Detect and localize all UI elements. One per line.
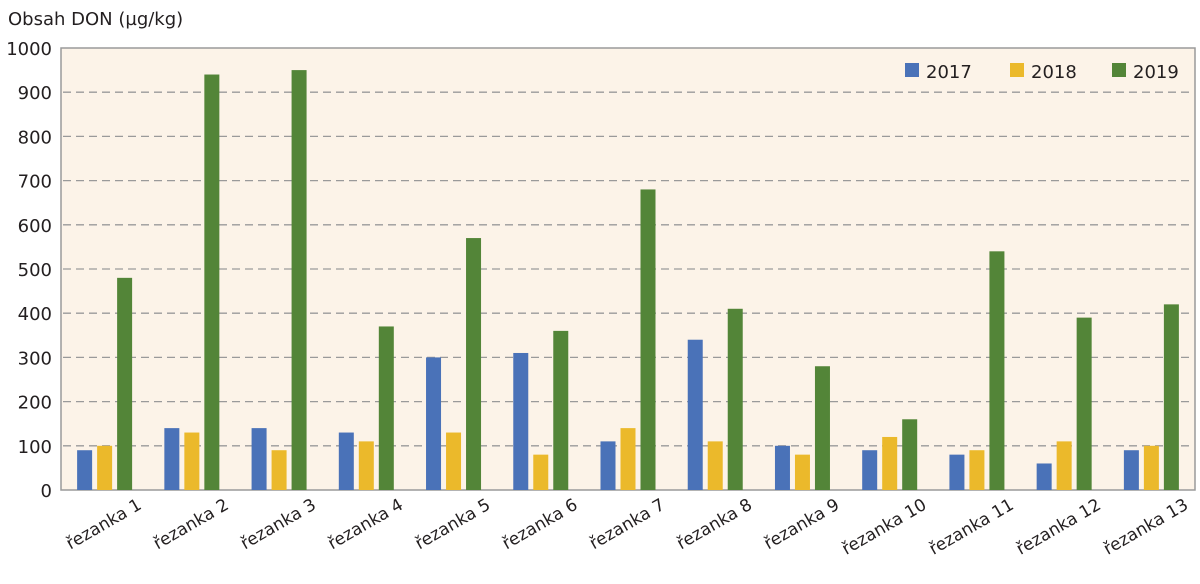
y-tick-label: 700 bbox=[18, 172, 52, 193]
y-tick-label: 300 bbox=[18, 348, 52, 369]
bar-2019-9 bbox=[814, 366, 830, 490]
bar-2017-13 bbox=[1123, 450, 1139, 490]
bar-2018-5 bbox=[446, 432, 462, 490]
bar-2019-4 bbox=[378, 326, 394, 490]
y-axis-label: Obsah DON (µg/kg) bbox=[8, 9, 183, 30]
bar-2018-6 bbox=[533, 454, 549, 490]
bar-2018-10 bbox=[882, 436, 898, 490]
bar-2018-13 bbox=[1143, 445, 1159, 490]
bar-2017-7 bbox=[600, 441, 616, 490]
y-tick-label: 800 bbox=[18, 127, 52, 148]
bar-2018-1 bbox=[97, 445, 113, 490]
x-tick-label: řezanka 12 bbox=[1013, 495, 1105, 559]
bar-2018-4 bbox=[358, 441, 374, 490]
x-tick-label: řezanka 7 bbox=[586, 495, 668, 554]
legend-label: 2017 bbox=[926, 62, 972, 83]
bar-2017-10 bbox=[862, 450, 878, 490]
legend-swatch-2018 bbox=[1010, 63, 1024, 77]
x-tick-label: řezanka 11 bbox=[926, 495, 1018, 559]
y-tick-label: 200 bbox=[18, 393, 52, 414]
x-tick-label: řezanka 8 bbox=[674, 495, 756, 554]
y-tick-label: 100 bbox=[18, 437, 52, 458]
bar-2019-6 bbox=[553, 330, 569, 490]
x-tick-label: řezanka 4 bbox=[325, 495, 407, 554]
bar-2019-11 bbox=[989, 251, 1005, 490]
x-tick-label: řezanka 10 bbox=[839, 495, 931, 559]
bar-2017-4 bbox=[338, 432, 354, 490]
legend-swatch-2017 bbox=[905, 63, 919, 77]
bar-2017-6 bbox=[513, 352, 529, 490]
bar-2019-7 bbox=[640, 189, 656, 490]
x-tick-label: řezanka 1 bbox=[63, 495, 145, 554]
bar-2018-9 bbox=[794, 454, 810, 490]
legend-swatch-2019 bbox=[1112, 63, 1126, 77]
bar-2017-12 bbox=[1036, 463, 1052, 490]
y-tick-label: 600 bbox=[18, 216, 52, 237]
y-tick-label: 0 bbox=[41, 481, 52, 502]
bar-2017-3 bbox=[251, 428, 267, 490]
bar-2019-1 bbox=[117, 277, 133, 490]
bar-2018-3 bbox=[271, 450, 287, 490]
bar-2018-12 bbox=[1056, 441, 1072, 490]
x-tick-label: řezanka 5 bbox=[412, 495, 494, 554]
legend-label: 2019 bbox=[1133, 62, 1179, 83]
bar-2019-13 bbox=[1163, 304, 1179, 490]
y-tick-label: 500 bbox=[18, 260, 52, 281]
bar-2018-2 bbox=[184, 432, 200, 490]
y-tick-label: 1000 bbox=[6, 39, 52, 60]
y-tick-label: 900 bbox=[18, 83, 52, 104]
bar-2019-8 bbox=[727, 308, 743, 490]
bar-2019-3 bbox=[291, 70, 307, 490]
bar-2018-11 bbox=[969, 450, 985, 490]
x-tick-label: řezanka 6 bbox=[499, 495, 581, 554]
bar-2019-10 bbox=[902, 419, 918, 490]
x-tick-label: řezanka 13 bbox=[1100, 495, 1192, 559]
bar-2019-2 bbox=[204, 74, 220, 491]
bar-2018-7 bbox=[620, 428, 636, 490]
bar-2019-12 bbox=[1076, 317, 1092, 490]
bar-2017-5 bbox=[426, 357, 442, 490]
x-tick-label: řezanka 3 bbox=[237, 495, 319, 554]
bar-2017-8 bbox=[687, 339, 703, 490]
bar-2017-9 bbox=[774, 445, 790, 490]
bar-2018-8 bbox=[707, 441, 723, 490]
bar-2017-1 bbox=[77, 450, 93, 490]
bar-2017-2 bbox=[164, 428, 180, 490]
legend-label: 2018 bbox=[1031, 62, 1077, 83]
x-tick-label: řezanka 2 bbox=[150, 495, 232, 554]
x-tick-label: řezanka 9 bbox=[761, 495, 843, 554]
bar-2019-5 bbox=[466, 238, 482, 490]
bar-2017-11 bbox=[949, 454, 965, 490]
y-tick-label: 400 bbox=[18, 304, 52, 325]
